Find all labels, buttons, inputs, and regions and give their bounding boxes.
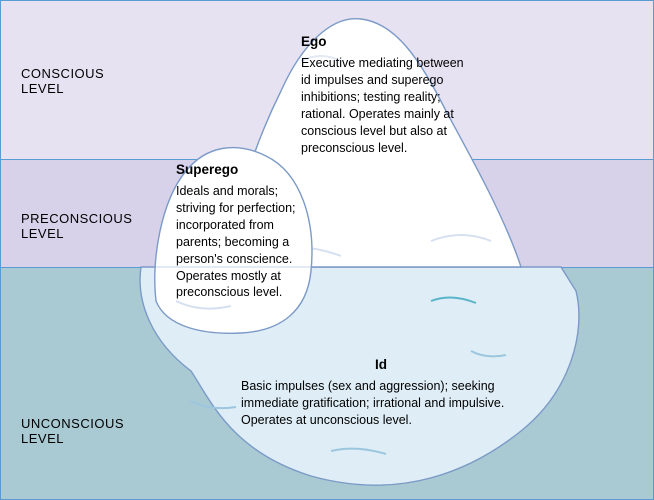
id-body: Basic impulses (sex and aggression); see…	[241, 379, 504, 427]
id-title: Id	[241, 356, 521, 374]
ego-block: Ego Executive mediating between id impul…	[301, 33, 471, 156]
label-preconscious: PRECONSCIOUS LEVEL	[21, 211, 151, 241]
ego-body: Executive mediating between id impulses …	[301, 56, 464, 154]
id-block: Id Basic impulses (sex and aggression); …	[241, 356, 521, 429]
divider-2	[1, 267, 653, 268]
superego-block: Superego Ideals and morals; striving for…	[176, 161, 306, 301]
label-unconscious: UNCONSCIOUS LEVEL	[21, 416, 151, 446]
label-conscious: CONSCIOUS LEVEL	[21, 66, 151, 96]
freud-iceberg-diagram: CONSCIOUS LEVEL PRECONSCIOUS LEVEL UNCON…	[0, 0, 654, 500]
ego-title: Ego	[301, 33, 471, 51]
superego-title: Superego	[176, 161, 306, 179]
divider-1	[1, 159, 653, 160]
superego-body: Ideals and morals; striving for perfecti…	[176, 184, 296, 299]
